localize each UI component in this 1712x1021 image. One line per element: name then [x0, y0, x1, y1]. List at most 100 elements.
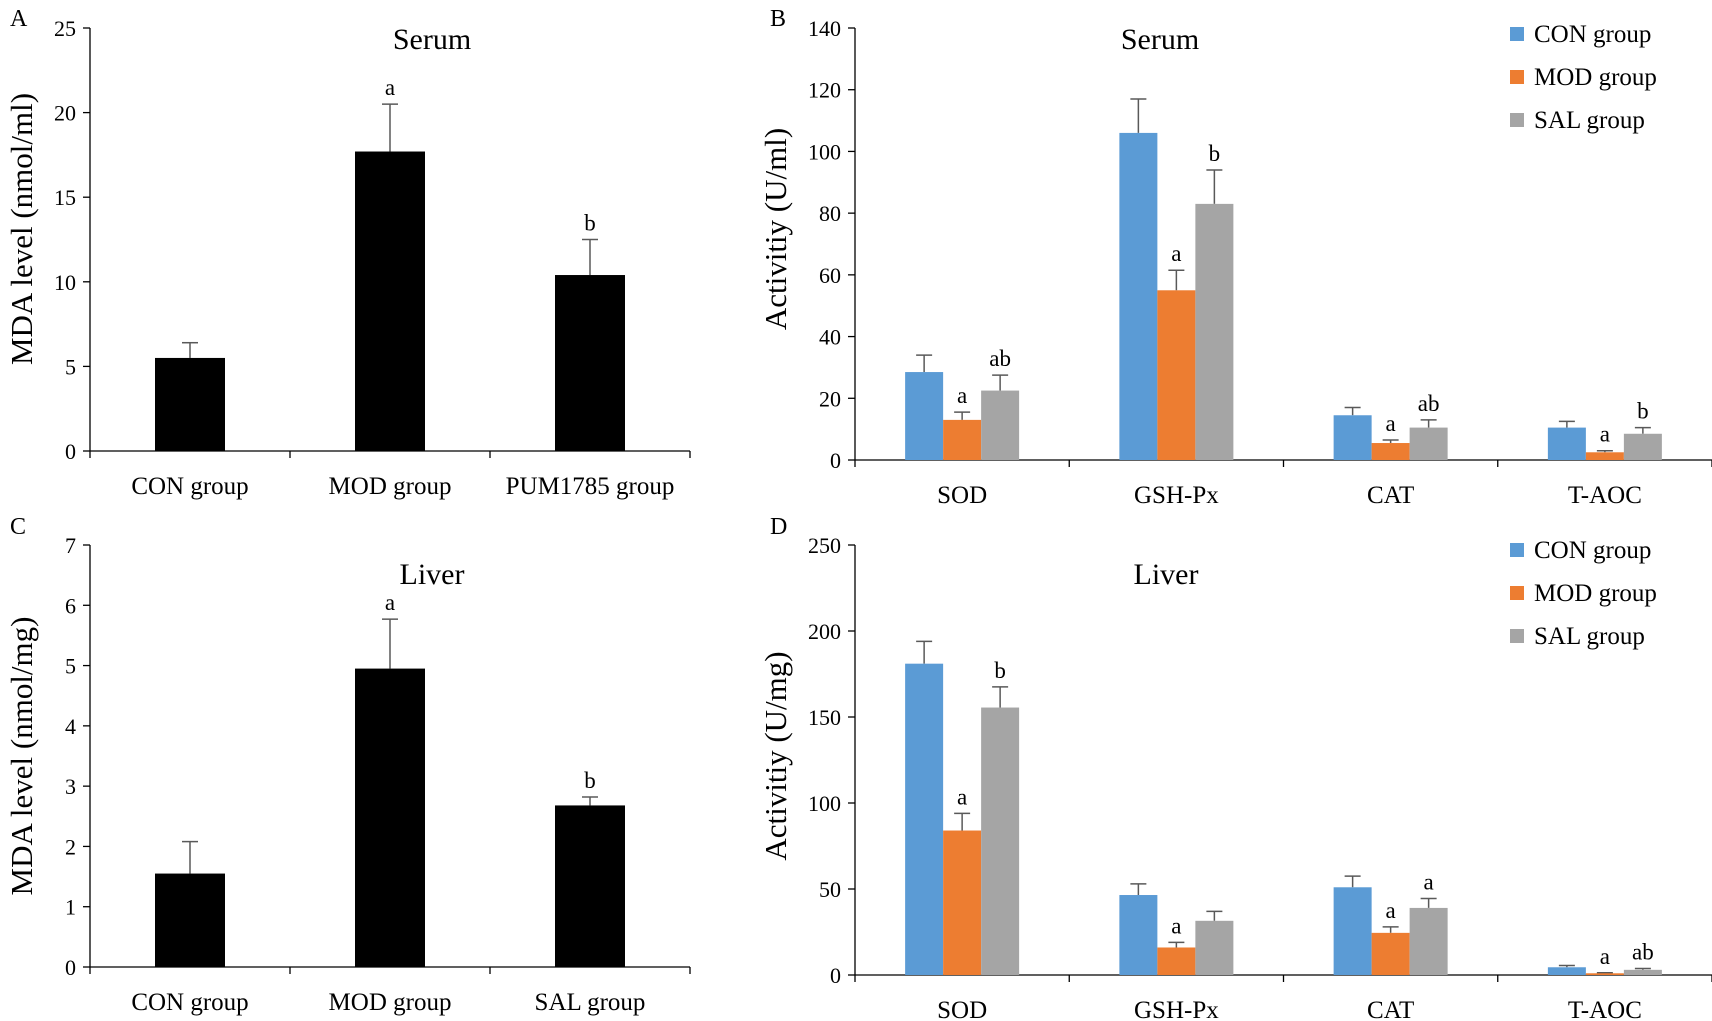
significance-label: a	[957, 784, 967, 809]
bar	[981, 707, 1020, 975]
significance-label: ab	[1418, 391, 1440, 416]
y-tick-label: 0	[830, 963, 841, 988]
y-tick-label: 1	[65, 895, 76, 920]
legend-label: CON group	[1534, 21, 1651, 48]
bar	[1333, 415, 1372, 460]
bar	[943, 830, 982, 975]
significance-label: b	[994, 658, 1006, 683]
legend-label: MOD group	[1534, 580, 1657, 607]
x-tick-label: CAT	[1367, 482, 1414, 509]
bar	[905, 663, 944, 975]
bar	[1409, 427, 1448, 460]
x-tick-label: CON group	[131, 989, 248, 1016]
bar	[1623, 433, 1662, 460]
y-tick-label: 6	[65, 593, 76, 618]
significance-label: a	[1600, 944, 1610, 969]
x-tick-label: MOD group	[329, 473, 452, 500]
significance-label: b	[1637, 399, 1649, 424]
panel-label: A	[10, 6, 28, 32]
bar	[1157, 290, 1196, 460]
y-tick-label: 60	[819, 263, 841, 288]
bar	[155, 357, 225, 451]
y-tick-label: 0	[65, 439, 76, 464]
chart-panel-d: D Liver Activitiy (U/mg) 0 50 100 150 200 250 SOD…	[758, 514, 1712, 1021]
x-tick-label: T-AOC	[1568, 482, 1642, 509]
legend: CON group MOD group SAL group	[1510, 537, 1657, 650]
y-tick-label: 40	[819, 325, 841, 350]
y-tick-label: 5	[65, 654, 76, 679]
chart-panel-a: A Serum MDA level (nmol/ml) 0 5 10 15 20 25 CON g…	[4, 6, 691, 500]
y-tick-label: 7	[65, 533, 76, 558]
panel-label: D	[770, 514, 787, 540]
y-tick-label: 100	[808, 139, 841, 164]
bar	[1623, 969, 1662, 975]
bar	[155, 873, 225, 967]
y-tick-label: 50	[819, 877, 841, 902]
legend-label: MOD group	[1534, 64, 1657, 91]
bar	[555, 275, 625, 451]
legend-swatch	[1510, 543, 1524, 557]
bar	[981, 390, 1020, 460]
legend-label: SAL group	[1534, 107, 1645, 134]
legend-swatch	[1510, 629, 1524, 643]
y-axis-label: Activitiy (U/mg)	[758, 651, 793, 860]
y-tick-label: 140	[808, 16, 841, 41]
significance-label: a	[385, 590, 395, 615]
significance-label: b	[1209, 141, 1221, 166]
bar	[1547, 427, 1586, 460]
significance-label: a	[1171, 913, 1181, 938]
significance-label: a	[1424, 869, 1434, 894]
y-tick-label: 0	[830, 448, 841, 473]
bar	[1371, 443, 1410, 460]
bar	[1119, 132, 1158, 460]
legend-swatch	[1510, 70, 1524, 84]
y-tick-label: 250	[808, 533, 841, 558]
y-axis-label: MDA level (nmol/ml)	[4, 93, 39, 365]
y-tick-label: 80	[819, 201, 841, 226]
significance-label: a	[1171, 241, 1181, 266]
legend-swatch	[1510, 586, 1524, 600]
x-tick-label: CON group	[131, 473, 248, 500]
y-tick-label: 200	[808, 619, 841, 644]
y-tick-label: 25	[54, 16, 76, 41]
y-tick-label: 20	[819, 386, 841, 411]
significance-label: a	[1386, 898, 1396, 923]
significance-label: b	[584, 768, 596, 793]
bar	[943, 419, 982, 460]
chart-panel-c: C Liver MDA level (nmol/mg) 0 1 2 3 4 5 6 7 CON gro…	[4, 514, 691, 1016]
x-tick-label: SOD	[937, 997, 987, 1021]
bar	[555, 805, 625, 967]
y-tick-label: 10	[54, 270, 76, 295]
significance-label: a	[1386, 411, 1396, 436]
y-tick-label: 5	[65, 354, 76, 379]
legend-label: SAL group	[1534, 623, 1645, 650]
chart-title: Liver	[400, 558, 465, 591]
bar	[905, 372, 944, 460]
y-tick-label: 15	[54, 185, 76, 210]
chart-title: Serum	[393, 23, 471, 56]
y-tick-label: 3	[65, 774, 76, 799]
bar	[355, 668, 425, 967]
x-tick-label: SAL group	[535, 989, 646, 1016]
y-tick-label: 100	[808, 791, 841, 816]
significance-label: ab	[989, 346, 1011, 371]
x-tick-label: T-AOC	[1568, 997, 1642, 1021]
bar	[1585, 973, 1624, 975]
bar	[1585, 452, 1624, 460]
legend-label: CON group	[1534, 537, 1651, 564]
y-axis-label: MDA level (nmol/mg)	[4, 617, 39, 896]
x-tick-label: GSH-Px	[1134, 482, 1219, 509]
bar	[1547, 967, 1586, 975]
x-tick-label: SOD	[937, 482, 987, 509]
y-tick-label: 150	[808, 705, 841, 730]
significance-label: ab	[1632, 939, 1654, 964]
bar	[1409, 907, 1448, 975]
legend-swatch	[1510, 27, 1524, 41]
chart-panel-b: B Serum Activitiy (U/ml) 0 20 40 60 80 100 120 140…	[758, 6, 1712, 509]
bar	[1157, 947, 1196, 975]
significance-label: a	[385, 75, 395, 100]
panel-label: B	[770, 6, 786, 32]
y-tick-label: 0	[65, 955, 76, 980]
bar	[355, 151, 425, 452]
